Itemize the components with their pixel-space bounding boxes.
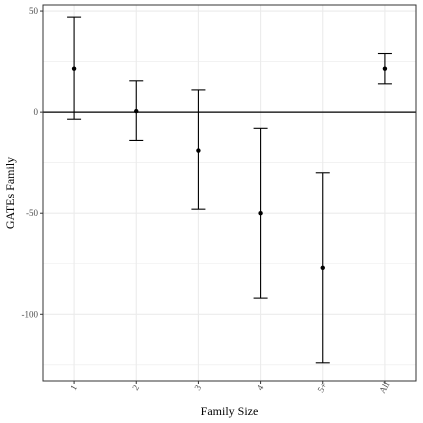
error-bar-group: [191, 89, 206, 210]
y-tick-label: 0: [34, 107, 39, 117]
estimate-point: [134, 108, 139, 114]
error-bar-group: [129, 80, 144, 141]
x-tick-label: 2: [130, 383, 141, 392]
estimate-point: [258, 211, 263, 216]
estimate-point: [71, 66, 77, 71]
error-bar-group: [253, 127, 268, 299]
estimate-point: [320, 265, 325, 270]
y-tick-label: -100: [22, 309, 39, 319]
x-tick-label: 5+: [315, 381, 328, 394]
x-axis-title: Family Size: [201, 404, 259, 418]
x-tick-label: 4: [255, 383, 266, 392]
error-bar-group: [315, 172, 330, 364]
estimate-point: [196, 148, 201, 153]
error-bar-group: [67, 16, 82, 120]
panel-border: [42, 4, 417, 382]
estimate-point: [382, 66, 388, 71]
y-tick-label: -50: [26, 208, 38, 218]
x-tick-label: 1: [68, 383, 79, 392]
x-tick-label: 3: [192, 383, 203, 392]
y-axis: 50 0 -50 -100: [22, 6, 43, 319]
error-bar-marks: [67, 16, 392, 364]
y-tick-label: 50: [29, 6, 39, 16]
y-axis-title: GATEs Family: [3, 157, 17, 229]
error-bar-group: [377, 52, 392, 85]
